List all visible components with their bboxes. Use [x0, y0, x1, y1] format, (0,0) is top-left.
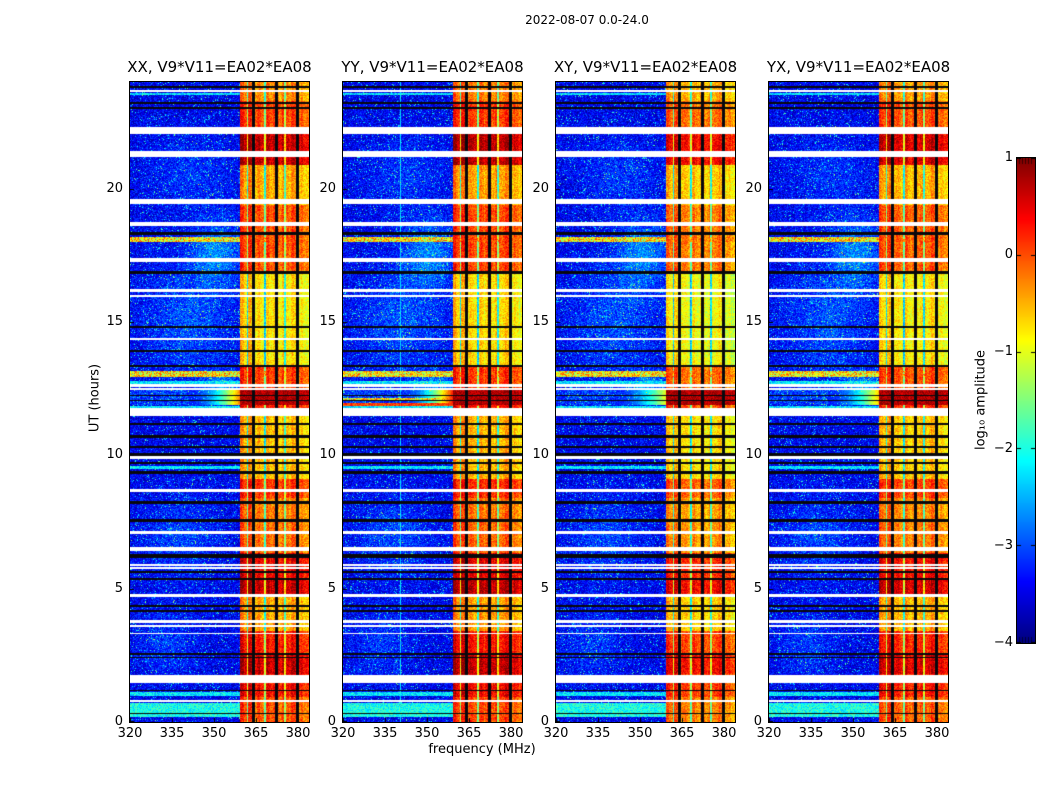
spectrogram-canvas-2: [556, 82, 735, 722]
panel-title-yy: YY, V9*V11=EA02*EA08: [341, 58, 524, 76]
x-tick-label: 350: [840, 726, 866, 741]
spectrogram-canvas-0: [130, 82, 309, 722]
y-axis-label: UT (hours): [87, 363, 103, 433]
x-tick-label: 380: [285, 726, 311, 741]
colorbar-tick-label: 0: [1004, 247, 1013, 262]
spectrogram-canvas-3: [769, 82, 948, 722]
y-tick-label: 10: [532, 447, 549, 462]
x-tick-label: 350: [414, 726, 440, 741]
y-tick-label: 15: [106, 314, 123, 329]
y-tick-label: 10: [106, 447, 123, 462]
colorbar: [1016, 157, 1036, 644]
y-tick-label: 0: [753, 714, 762, 729]
spectrogram-panel-yx: [768, 81, 949, 723]
y-tick-label: 0: [327, 714, 336, 729]
spectrogram-panel-yy: [342, 81, 523, 723]
x-tick-label: 320: [117, 726, 143, 741]
x-tick-label: 380: [498, 726, 524, 741]
x-tick-label: 380: [711, 726, 737, 741]
panel-title-xx: XX, V9*V11=EA02*EA08: [127, 58, 312, 76]
spectrogram-panel-xy: [555, 81, 736, 723]
x-tick-label: 365: [882, 726, 908, 741]
x-tick-label: 320: [543, 726, 569, 741]
y-tick-label: 15: [532, 314, 549, 329]
y-tick-label: 20: [106, 181, 123, 196]
x-tick-label: 365: [669, 726, 695, 741]
y-tick-label: 10: [745, 447, 762, 462]
colorbar-label: log₁₀ amplitude: [973, 349, 989, 451]
y-tick-label: 20: [532, 181, 549, 196]
x-tick-label: 380: [924, 726, 950, 741]
x-tick-label: 320: [330, 726, 356, 741]
y-tick-label: 10: [319, 447, 336, 462]
y-tick-label: 15: [319, 314, 336, 329]
colorbar-tick-label: −3: [993, 538, 1013, 553]
colorbar-tick-label: 1: [1004, 150, 1013, 165]
y-tick-label: 20: [745, 181, 762, 196]
colorbar-tick-label: −4: [993, 635, 1013, 650]
x-tick-label: 335: [585, 726, 611, 741]
x-tick-label: 335: [159, 726, 185, 741]
colorbar-tick-label: −1: [993, 344, 1013, 359]
figure-title: 2022-08-07 0.0-24.0: [525, 13, 649, 27]
x-tick-label: 365: [456, 726, 482, 741]
colorbar-tick-label: −2: [993, 441, 1013, 456]
x-tick-label: 365: [243, 726, 269, 741]
x-tick-label: 350: [627, 726, 653, 741]
y-tick-label: 20: [319, 181, 336, 196]
x-tick-label: 320: [756, 726, 782, 741]
y-tick-label: 15: [745, 314, 762, 329]
y-tick-label: 5: [540, 581, 549, 596]
colorbar-canvas: [1017, 158, 1035, 643]
x-axis-label: frequency (MHz): [428, 742, 536, 757]
y-tick-label: 0: [540, 714, 549, 729]
spectrogram-panel-xx: [129, 81, 310, 723]
y-tick-label: 5: [753, 581, 762, 596]
panel-title-yx: YX, V9*V11=EA02*EA08: [766, 58, 951, 76]
x-tick-label: 335: [798, 726, 824, 741]
y-tick-label: 5: [327, 581, 336, 596]
spectrogram-canvas-1: [343, 82, 522, 722]
y-tick-label: 5: [114, 581, 123, 596]
x-tick-label: 335: [372, 726, 398, 741]
x-tick-label: 350: [201, 726, 227, 741]
panel-title-xy: XY, V9*V11=EA02*EA08: [553, 58, 738, 76]
y-tick-label: 0: [114, 714, 123, 729]
